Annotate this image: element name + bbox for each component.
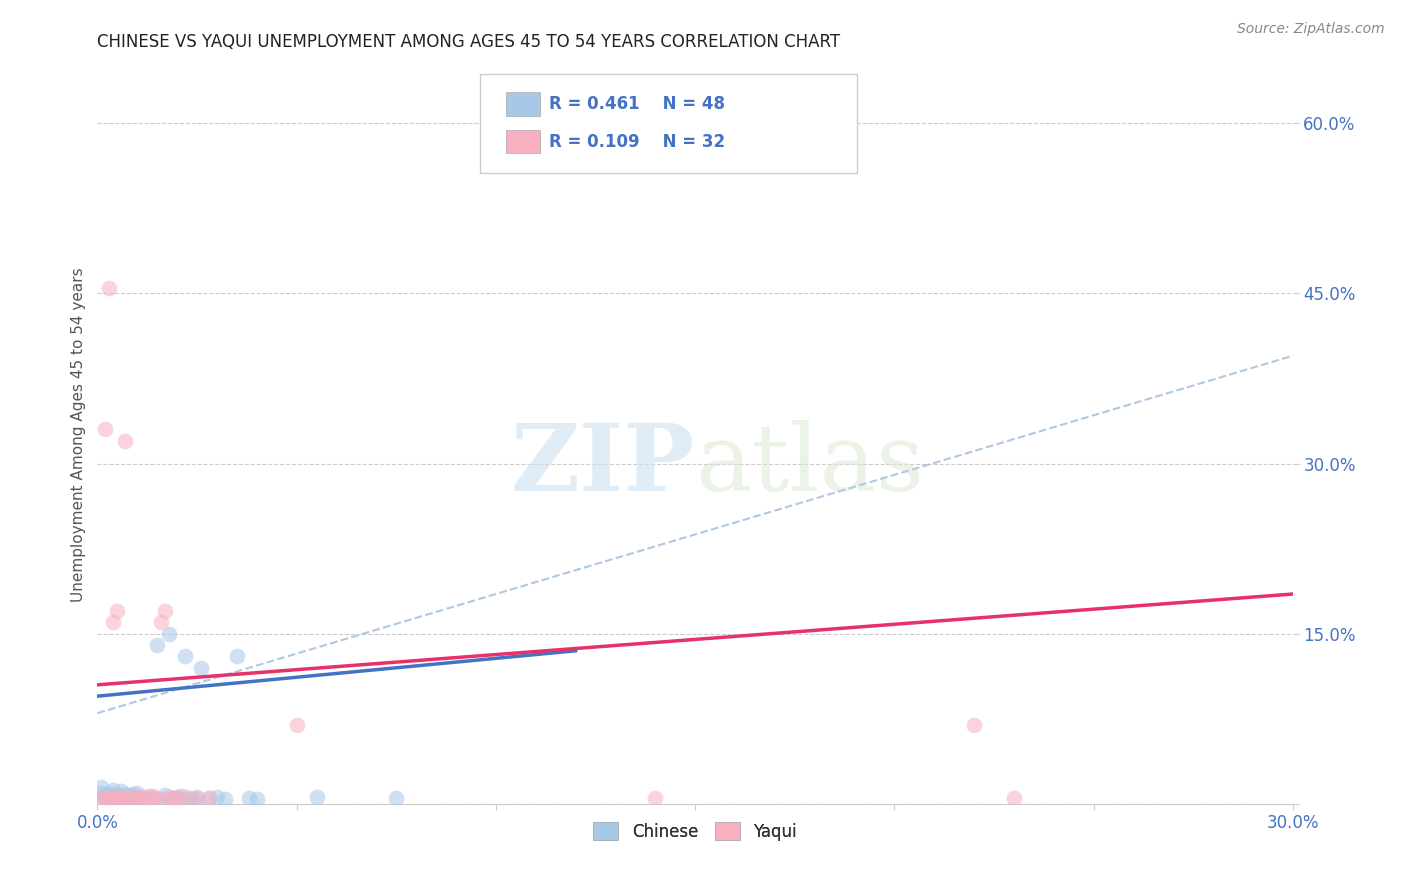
Point xyxy=(963,717,986,731)
Point xyxy=(166,791,188,805)
Point xyxy=(114,787,136,801)
Point xyxy=(186,791,208,805)
Point xyxy=(94,791,117,805)
Point xyxy=(150,792,173,806)
Point xyxy=(114,792,136,806)
Point xyxy=(98,794,121,808)
Point xyxy=(105,604,128,618)
Point xyxy=(90,780,112,794)
Point xyxy=(150,615,173,630)
Point xyxy=(190,661,212,675)
Point xyxy=(98,786,121,800)
Point xyxy=(122,787,145,801)
Point xyxy=(127,786,149,800)
Point xyxy=(153,604,176,618)
Point xyxy=(122,791,145,805)
Point xyxy=(162,791,184,805)
Point xyxy=(103,615,125,630)
Point xyxy=(162,791,184,805)
Point xyxy=(225,649,247,664)
Point xyxy=(181,792,204,806)
Point xyxy=(146,638,169,652)
Point xyxy=(174,790,197,805)
Point xyxy=(157,626,180,640)
Point xyxy=(305,790,328,805)
Point xyxy=(127,790,149,805)
Text: Source: ZipAtlas.com: Source: ZipAtlas.com xyxy=(1237,22,1385,37)
Point xyxy=(110,784,132,798)
Point xyxy=(138,791,160,805)
Point xyxy=(110,789,132,803)
Point xyxy=(142,791,165,805)
Point xyxy=(238,791,260,805)
Point xyxy=(246,792,269,806)
Point xyxy=(1002,791,1025,805)
Point xyxy=(103,792,125,806)
Point xyxy=(118,791,141,805)
Y-axis label: Unemployment Among Ages 45 to 54 years: Unemployment Among Ages 45 to 54 years xyxy=(72,268,86,602)
Point xyxy=(205,790,228,805)
Point xyxy=(644,791,666,805)
Bar xyxy=(506,92,540,116)
Point xyxy=(90,791,112,805)
Point xyxy=(146,791,169,805)
Text: atlas: atlas xyxy=(695,419,924,509)
Text: R = 0.461    N = 48: R = 0.461 N = 48 xyxy=(550,95,725,113)
Bar xyxy=(506,129,540,153)
Point xyxy=(105,788,128,802)
Point xyxy=(385,791,408,805)
Point xyxy=(118,789,141,803)
Point xyxy=(105,791,128,805)
Point xyxy=(103,789,125,803)
Point xyxy=(103,791,125,805)
Point xyxy=(90,786,112,800)
Point xyxy=(127,791,149,805)
Point xyxy=(122,792,145,806)
Point xyxy=(285,717,308,731)
Point xyxy=(170,789,193,803)
Point xyxy=(198,791,221,805)
Point xyxy=(90,791,112,805)
Point xyxy=(110,790,132,805)
Point xyxy=(98,280,121,294)
Point xyxy=(110,791,132,805)
Point xyxy=(98,790,121,805)
Text: R = 0.109    N = 32: R = 0.109 N = 32 xyxy=(550,133,725,151)
Point xyxy=(94,791,117,805)
Point xyxy=(94,788,117,802)
Point xyxy=(166,790,188,805)
FancyBboxPatch shape xyxy=(479,74,856,173)
Point xyxy=(118,794,141,808)
Point xyxy=(98,791,121,805)
Point xyxy=(138,789,160,803)
Point xyxy=(103,783,125,797)
Point xyxy=(174,649,197,664)
Point xyxy=(186,790,208,805)
Point xyxy=(105,794,128,808)
Point xyxy=(129,790,152,805)
Point xyxy=(114,434,136,448)
Text: ZIP: ZIP xyxy=(510,419,695,509)
Legend: Chinese, Yaqui: Chinese, Yaqui xyxy=(586,816,803,847)
Point xyxy=(134,792,156,806)
Point xyxy=(177,791,200,805)
Point xyxy=(110,795,132,809)
Point xyxy=(198,791,221,805)
Point xyxy=(153,788,176,802)
Text: CHINESE VS YAQUI UNEMPLOYMENT AMONG AGES 45 TO 54 YEARS CORRELATION CHART: CHINESE VS YAQUI UNEMPLOYMENT AMONG AGES… xyxy=(97,33,841,51)
Point xyxy=(214,792,236,806)
Point xyxy=(134,790,156,805)
Point xyxy=(94,422,117,436)
Point xyxy=(157,790,180,805)
Point xyxy=(142,789,165,803)
Point xyxy=(129,791,152,805)
